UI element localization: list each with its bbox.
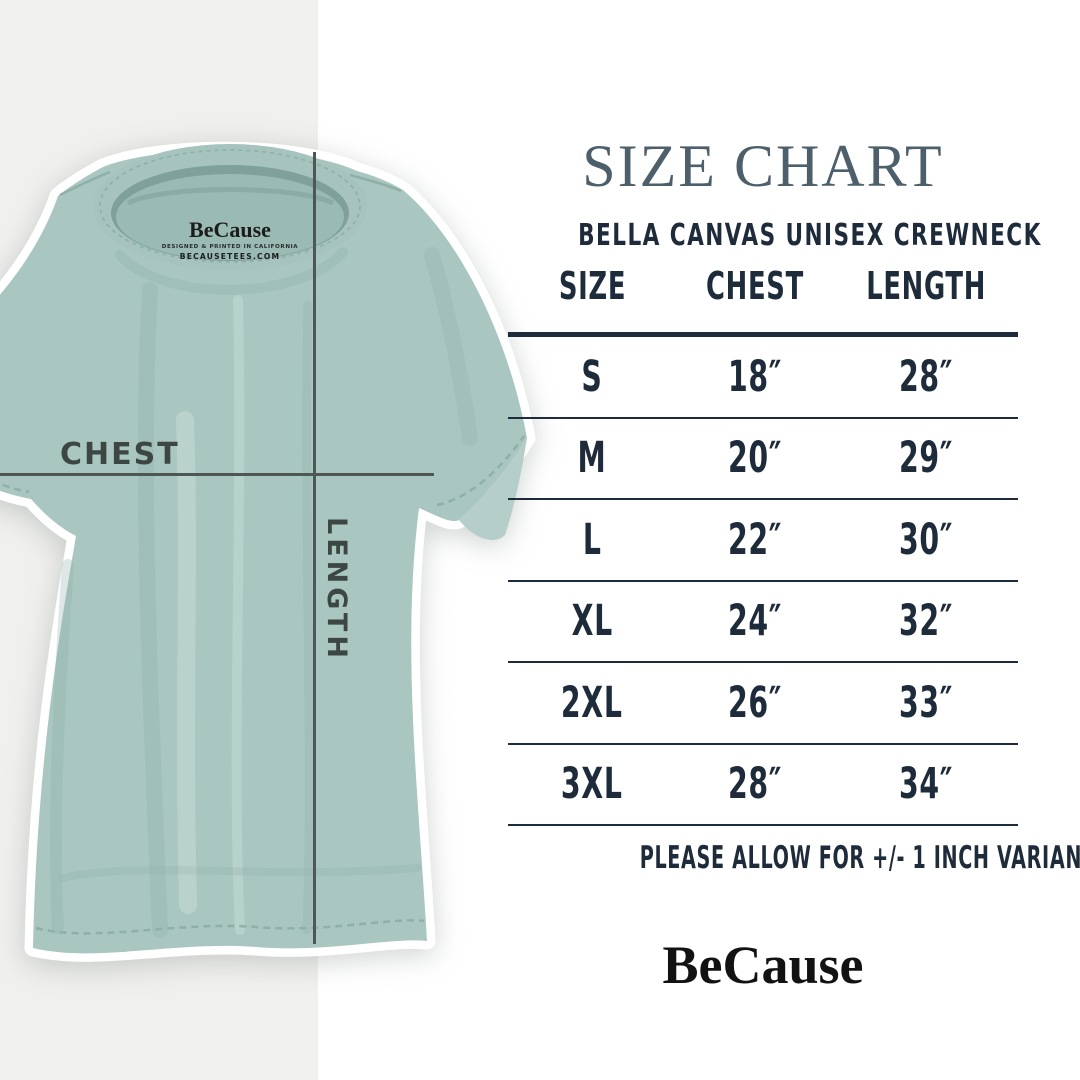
sleeve-cuff-fold xyxy=(459,438,527,540)
size-cell: XL xyxy=(571,596,613,647)
product-subtitle: BELLA CANVAS UNISEX CREWNECK xyxy=(578,218,1042,253)
column-header-length: LENGTH xyxy=(866,264,987,308)
neck-label: BeCause DESIGNED & PRINTED IN CALIFORNIA… xyxy=(162,217,299,261)
variance-note: PLEASE ALLOW FOR +/- 1 INCH VARIANCE IN … xyxy=(639,840,1080,876)
column-header-size: SIZE xyxy=(558,264,626,308)
fabric-folds xyxy=(50,247,478,938)
size-cell: 2XL xyxy=(561,677,623,728)
table-row: 3XL 28″ 34″ xyxy=(508,745,1018,826)
length-cell: 30″ xyxy=(899,514,954,565)
size-table: S 18″ 28″ M 20″ 29″ L 22″ 30″ XL 24″ 32″… xyxy=(508,332,1018,826)
chest-measure-label: CHEST xyxy=(60,437,180,472)
table-row: M 20″ 29″ xyxy=(508,419,1018,500)
length-cell: 34″ xyxy=(899,759,954,810)
brand-logo: BeCause xyxy=(662,935,864,995)
size-cell: M xyxy=(577,433,607,484)
size-cell: L xyxy=(582,514,602,565)
collar xyxy=(59,144,402,270)
stitch-lines xyxy=(0,435,526,935)
table-header: SIZE CHEST LENGTH xyxy=(508,264,1018,308)
chest-cell: 24″ xyxy=(728,596,783,647)
size-chart-panel: SIZE CHART BELLA CANVAS UNISEX CREWNECK … xyxy=(488,0,1080,1080)
chest-measure-line xyxy=(0,473,434,476)
column-header-chest: CHEST xyxy=(706,264,805,308)
neck-label-website: BECAUSETEES.COM xyxy=(180,252,281,261)
chest-cell: 22″ xyxy=(728,514,783,565)
neck-label-origin: DESIGNED & PRINTED IN CALIFORNIA xyxy=(162,244,299,250)
table-row: L 22″ 30″ xyxy=(508,500,1018,582)
length-cell: 29″ xyxy=(899,433,954,484)
size-cell: S xyxy=(581,351,603,402)
page-title: SIZE CHART xyxy=(582,133,944,199)
table-row: S 18″ 28″ xyxy=(508,337,1018,419)
length-measure-line xyxy=(313,152,316,944)
length-measure-label: LENGTH xyxy=(321,517,352,662)
length-cell: 28″ xyxy=(899,351,954,402)
length-cell: 33″ xyxy=(899,677,954,728)
product-subtitle-row: BELLA CANVAS UNISEX CREWNECK xyxy=(488,218,1040,253)
chest-cell: 18″ xyxy=(728,351,783,402)
tshirt-illustration: BeCause DESIGNED & PRINTED IN CALIFORNIA… xyxy=(0,141,536,962)
size-cell: 3XL xyxy=(561,759,623,810)
chest-cell: 26″ xyxy=(728,677,783,728)
table-row: 2XL 26″ 33″ xyxy=(508,663,1018,745)
variance-note-row: PLEASE ALLOW FOR +/- 1 INCH VARIANCE IN … xyxy=(468,840,1080,876)
table-row: XL 24″ 32″ xyxy=(508,582,1018,663)
chest-cell: 20″ xyxy=(728,433,783,484)
tshirt-body xyxy=(0,141,536,962)
chest-cell: 28″ xyxy=(728,759,783,810)
neck-label-brand: BeCause xyxy=(189,217,271,242)
length-cell: 32″ xyxy=(899,596,954,647)
